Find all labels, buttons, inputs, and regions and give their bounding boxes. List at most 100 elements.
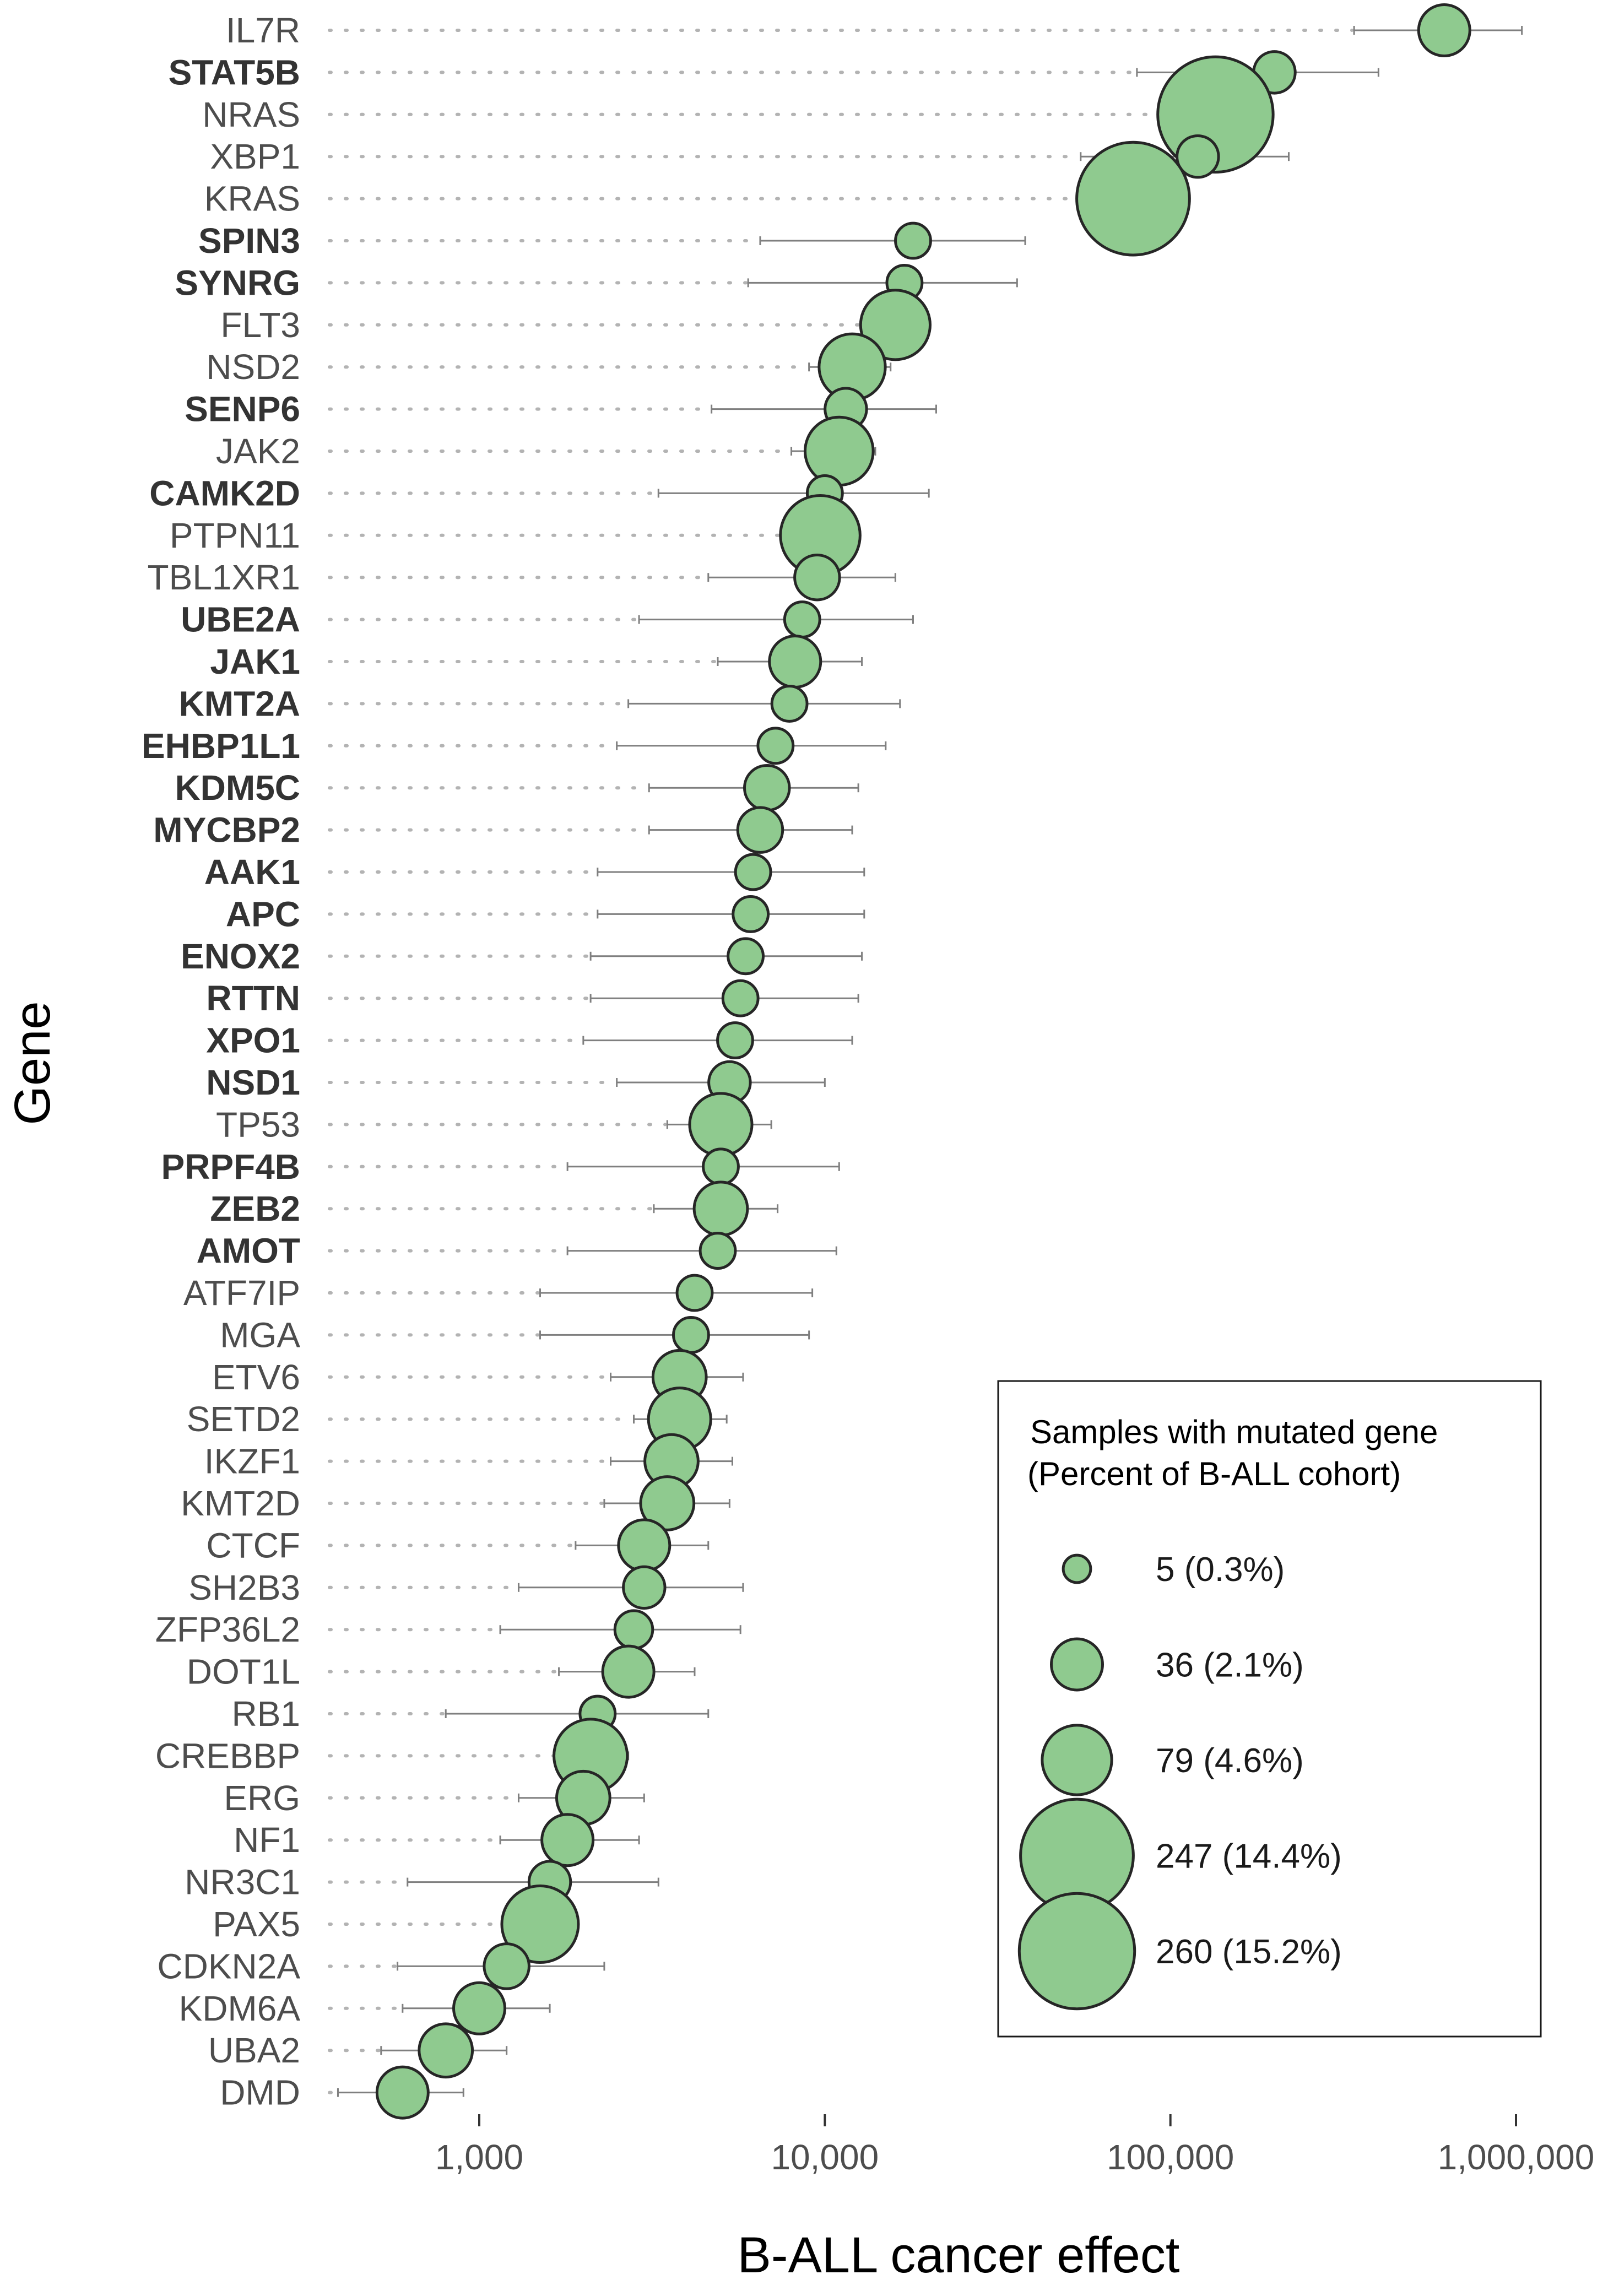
- error-bar-enox2: [589, 951, 863, 961]
- gene-label-kmt2d: KMT2D: [181, 1483, 300, 1523]
- points-layer: [375, 3, 1471, 2120]
- gene-label-uba2: UBA2: [208, 2030, 300, 2070]
- legend-label-79: 79 (4.6%): [1156, 1742, 1304, 1780]
- point-dot1l: [601, 1644, 656, 1699]
- gene-labels-layer: IL7RSTAT5BNRASXBP1KRASSPIN3SYNRGFLT3NSD2…: [142, 10, 300, 2113]
- point-flt3: [859, 289, 932, 361]
- gene-label-rb1: RB1: [232, 1694, 301, 1734]
- gene-label-dmd: DMD: [220, 2073, 300, 2113]
- gene-label-crebbp: CREBBP: [155, 1736, 300, 1775]
- point-dmd: [375, 2065, 430, 2120]
- gene-label-spin3: SPIN3: [198, 221, 300, 261]
- error-bar-rb1: [445, 1709, 710, 1718]
- gene-label-enox2: ENOX2: [181, 936, 300, 976]
- gene-label-camk2d: CAMK2D: [149, 473, 300, 513]
- point-nf1: [540, 1813, 595, 1867]
- gene-label-apc: APC: [226, 894, 300, 934]
- legend-entries: 5 (0.3%) 36 (2.1%) 79 (4.6%) 247 (14.4%) 260…: [1017, 1551, 1342, 2011]
- point-sh2b3: [622, 1565, 667, 1610]
- point-zeb2: [692, 1181, 749, 1237]
- legend-label-5: 5 (0.3%): [1156, 1551, 1285, 1589]
- gene-label-ehbp1l1: EHBP1L1: [142, 726, 300, 766]
- error-bar-kmt2a: [627, 699, 901, 708]
- point-kras: [1075, 140, 1191, 257]
- gene-label-stat5b: STAT5B: [169, 52, 300, 92]
- point-mycbp2: [736, 806, 784, 854]
- point-il7r: [1417, 3, 1471, 57]
- gene-label-zfp36l2: ZFP36L2: [155, 1610, 300, 1649]
- error-bar-synrg: [747, 278, 1018, 288]
- gene-label-rttn: RTTN: [206, 978, 300, 1018]
- legend-key-260: [1017, 1892, 1136, 2011]
- error-bar-ube2a: [638, 615, 914, 624]
- gene-label-cdkn2a: CDKN2A: [157, 1946, 300, 1986]
- y-axis-title: Gene: [4, 1001, 61, 1125]
- point-atf7ip: [675, 1274, 714, 1312]
- gene-label-mycbp2: MYCBP2: [153, 810, 300, 850]
- point-tp53: [688, 1092, 754, 1157]
- gene-label-ptpn11: PTPN11: [170, 516, 300, 555]
- gene-label-aak1: AAK1: [204, 852, 300, 892]
- error-bar-camk2d: [657, 489, 930, 498]
- point-kdm6a: [452, 1981, 506, 2035]
- gene-label-xpo1: XPO1: [206, 1021, 300, 1060]
- point-mga: [672, 1315, 710, 1354]
- point-zfp36l2: [613, 1609, 654, 1650]
- gene-label-ctcf: CTCF: [206, 1525, 300, 1565]
- gene-label-jak1: JAK1: [210, 642, 300, 681]
- gene-label-tbl1xr1: TBL1XR1: [148, 557, 300, 597]
- gene-label-dot1l: DOT1L: [187, 1652, 300, 1692]
- gene-label-erg: ERG: [224, 1778, 300, 1818]
- gene-label-amot: AMOT: [197, 1231, 300, 1271]
- gene-label-prpf4b: PRPF4B: [161, 1147, 301, 1187]
- point-kmt2d: [639, 1475, 696, 1531]
- point-jak2: [804, 415, 875, 487]
- legend-title-line1: Samples with mutated gene: [1030, 1414, 1438, 1450]
- point-kdm5c: [743, 763, 791, 812]
- point-spin3: [894, 221, 932, 260]
- gene-label-nsd1: NSD1: [206, 1063, 300, 1102]
- point-xpo1: [716, 1021, 754, 1060]
- x-tick-label-100000: 100,000: [1107, 2137, 1234, 2177]
- legend-title-line2: (Percent of B-ALL cohort): [1027, 1455, 1401, 1492]
- gene-label-jak2: JAK2: [216, 431, 300, 471]
- x-axis: 1,000 10,000 100,000 1,000,000: [435, 2114, 1594, 2177]
- gene-label-kmt2a: KMT2A: [179, 684, 300, 723]
- gene-label-kdm6a: KDM6A: [179, 1989, 301, 2028]
- x-tick-label-1000000: 1,000,000: [1438, 2137, 1595, 2177]
- point-ctcf: [617, 1518, 672, 1573]
- x-tick-label-1000: 1,000: [435, 2137, 523, 2177]
- point-cdkn2a: [483, 1942, 530, 1990]
- gene-label-xbp1: XBP1: [210, 137, 300, 176]
- point-xbp1: [1176, 134, 1220, 179]
- gene-label-zeb2: ZEB2: [210, 1189, 300, 1228]
- gene-label-kdm5c: KDM5C: [175, 768, 300, 808]
- dotted-guides-layer: [328, 29, 1354, 2094]
- legend-key-79: [1041, 1724, 1113, 1796]
- error-bar-apc: [597, 909, 865, 919]
- error-bar-aak1: [597, 868, 865, 876]
- legend: Samples with mutated gene (Percent of B-…: [997, 1380, 1542, 2038]
- gene-label-nf1: NF1: [234, 1820, 300, 1860]
- point-uba2: [418, 2022, 474, 2079]
- gene-label-mga: MGA: [220, 1315, 300, 1355]
- gene-label-il7r: IL7R: [226, 10, 300, 50]
- gene-label-etv6: ETV6: [212, 1357, 300, 1397]
- point-prpf4b: [702, 1147, 740, 1186]
- x-axis-title: B-ALL cancer effect: [738, 2227, 1180, 2283]
- gene-label-ikzf1: IKZF1: [204, 1442, 300, 1481]
- point-pax5: [500, 1885, 580, 1964]
- gene-label-pax5: PAX5: [213, 1904, 300, 1944]
- gene-label-nras: NRAS: [202, 95, 300, 134]
- error-bar-ehbp1l1: [616, 741, 887, 750]
- gene-label-atf7ip: ATF7IP: [183, 1273, 300, 1313]
- point-jak1: [768, 635, 822, 689]
- legend-label-260: 260 (15.2%): [1156, 1933, 1342, 1971]
- gene-label-senp6: SENP6: [185, 389, 300, 429]
- point-amot: [699, 1232, 737, 1270]
- point-kmt2a: [770, 684, 809, 723]
- gene-label-sh2b3: SH2B3: [188, 1568, 300, 1607]
- legend-label-36: 36 (2.1%): [1156, 1647, 1304, 1685]
- legend-key-5: [1062, 1553, 1092, 1584]
